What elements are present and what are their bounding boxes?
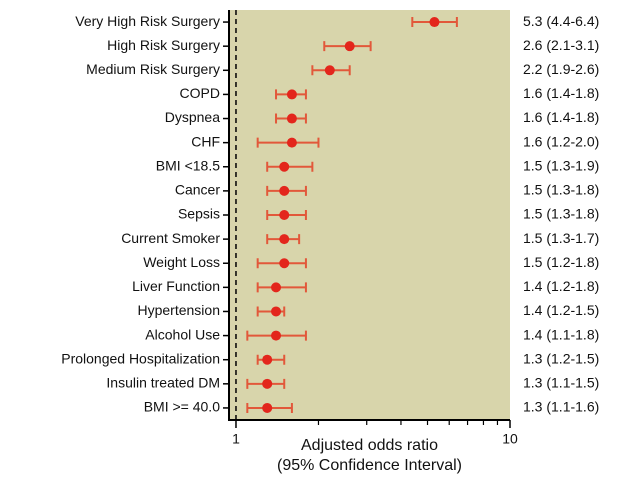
y-tick-label: BMI >= 40.0 xyxy=(144,399,220,415)
value-label: 1.5 (1.2-1.8) xyxy=(523,254,599,270)
value-label: 1.5 (1.3-1.8) xyxy=(523,182,599,198)
error-bar xyxy=(256,282,307,293)
x-axis-title: (95% Confidence Interval) xyxy=(277,457,462,474)
point xyxy=(279,185,290,196)
point xyxy=(429,17,440,28)
point xyxy=(262,354,273,365)
point xyxy=(279,161,290,172)
y-tick-label: Cancer xyxy=(175,182,220,198)
error-bar xyxy=(266,161,314,172)
value-label: 1.4 (1.2-1.8) xyxy=(523,278,599,294)
point xyxy=(344,41,355,52)
point xyxy=(262,378,273,389)
value-label: 1.3 (1.1-1.6) xyxy=(523,399,599,415)
point xyxy=(324,65,335,76)
y-tick-label: CHF xyxy=(191,133,220,149)
y-tick-label: Prolonged Hospitalization xyxy=(61,350,220,366)
value-label: 1.6 (1.4-1.8) xyxy=(523,85,599,101)
value-label: 1.4 (1.1-1.8) xyxy=(523,326,599,342)
value-label: 1.4 (1.2-1.5) xyxy=(523,302,599,318)
x-axis-title: Adjusted odds ratio xyxy=(301,437,438,454)
point xyxy=(279,258,290,269)
value-label: 1.3 (1.2-1.5) xyxy=(523,350,599,366)
point xyxy=(286,113,297,124)
x-tick-label: 1 xyxy=(232,431,240,447)
point xyxy=(286,89,297,100)
value-label: 1.5 (1.3-1.7) xyxy=(523,230,599,246)
y-tick-label: COPD xyxy=(180,85,220,101)
y-tick-label: Liver Function xyxy=(132,278,220,294)
y-tick-label: High Risk Surgery xyxy=(107,37,220,53)
y-tick-label: BMI <18.5 xyxy=(156,157,220,173)
point xyxy=(279,234,290,245)
y-tick-label: Weight Loss xyxy=(143,254,220,270)
value-label: 1.3 (1.1-1.5) xyxy=(523,375,599,391)
value-label: 1.6 (1.4-1.8) xyxy=(523,109,599,125)
y-tick-label: Insulin treated DM xyxy=(106,375,220,391)
y-tick-label: Very High Risk Surgery xyxy=(75,13,220,29)
y-tick-label: Dyspnea xyxy=(165,109,220,125)
value-label: 1.6 (1.2-2.0) xyxy=(523,133,599,149)
y-tick-label: Hypertension xyxy=(138,302,221,318)
y-tick-label: Medium Risk Surgery xyxy=(86,61,220,77)
point xyxy=(262,402,273,413)
point xyxy=(271,330,282,341)
value-label: 5.3 (4.4-6.4) xyxy=(523,13,599,29)
point xyxy=(286,137,297,148)
point xyxy=(271,306,282,317)
y-tick-label: Alcohol Use xyxy=(145,326,220,342)
x-tick-label: 10 xyxy=(502,431,518,447)
y-tick-label: Current Smoker xyxy=(121,230,220,246)
value-label: 2.2 (1.9-2.6) xyxy=(523,61,599,77)
value-label: 1.5 (1.3-1.9) xyxy=(523,157,599,173)
value-label: 1.5 (1.3-1.8) xyxy=(523,206,599,222)
y-tick-label: Sepsis xyxy=(178,206,220,222)
point xyxy=(279,210,290,220)
point xyxy=(271,282,282,293)
value-label: 2.6 (2.1-3.1) xyxy=(523,37,599,53)
